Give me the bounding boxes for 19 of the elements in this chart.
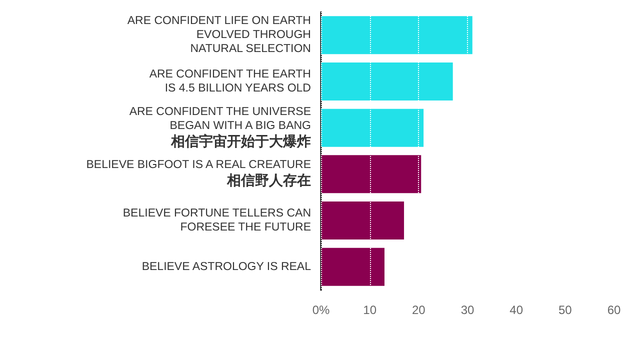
x-tick-label: 0%: [312, 303, 330, 317]
bar: [321, 248, 384, 286]
bar: [321, 108, 424, 147]
y-tick-label: BELIEVE ASTROLOGY IS REAL: [142, 260, 312, 273]
x-tick-label: 50: [558, 303, 572, 317]
x-tick-label: 40: [510, 303, 524, 317]
x-tick-label: 20: [412, 303, 426, 317]
bar: [321, 16, 472, 54]
bar: [321, 62, 453, 100]
y-tick-label: BELIEVE FORTUNE TELLERS CAN FORESEE THE FUTURE: [122, 208, 312, 234]
y-tick-label: ARE CONFIDENT THE UNIVERSE BEGAN WITH A BIG BANG 相信宇宙开始于大爆炸: [129, 106, 312, 150]
y-tick-label: ARE CONFIDENT THE EARTH IS 4.5 BILLION YEARS OLD: [149, 68, 311, 94]
x-tick-label: 30: [460, 303, 474, 317]
bar: [321, 155, 422, 194]
y-tick-label: ARE CONFIDENT LIFE ON EARTH EVOLVED THROUGH NATURAL SELECTION: [127, 15, 311, 56]
y-tick-label: BELIEVE BIGFOOT IS A REAL CREATURE 相信野人存在: [86, 159, 312, 190]
x-tick-label: 60: [607, 303, 621, 317]
bar: [321, 202, 404, 240]
x-tick-label: 10: [363, 303, 377, 317]
